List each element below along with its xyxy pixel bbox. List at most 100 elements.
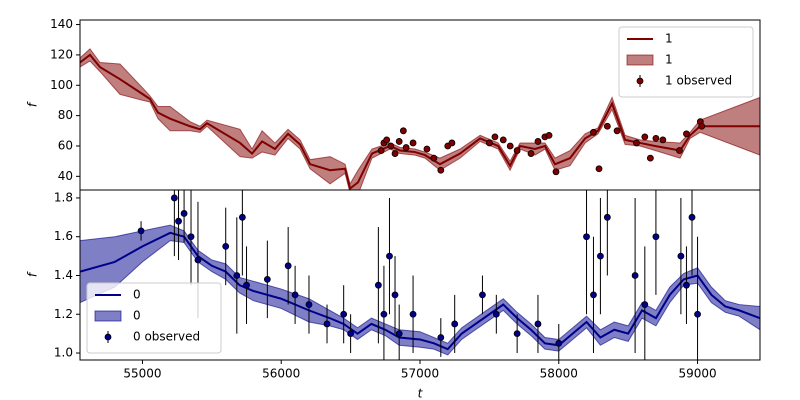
- legend-label: 1: [665, 53, 673, 67]
- observed-point: [641, 301, 649, 308]
- legend-patch: [626, 54, 654, 66]
- x-tick-label: 55000: [123, 367, 161, 381]
- legend-label: 1 observed: [665, 74, 732, 88]
- observed-point: [595, 165, 603, 173]
- observed-point: [613, 127, 621, 135]
- y-tick-label: 60: [58, 138, 73, 152]
- observed-point: [506, 142, 514, 150]
- observed-point: [291, 291, 299, 299]
- y-tick-label: 100: [50, 78, 73, 92]
- observed-point: [491, 133, 499, 141]
- y-axis-label: f: [26, 271, 40, 277]
- observed-point: [430, 154, 438, 162]
- plot-area: [80, 190, 760, 360]
- legend-label: 0: [133, 288, 141, 302]
- x-tick-label: 56000: [262, 367, 300, 381]
- observed-point: [513, 330, 521, 338]
- observed-point: [694, 310, 701, 318]
- observed-point: [402, 144, 410, 151]
- y-tick-label: 120: [50, 47, 73, 61]
- y-tick-label: 40: [58, 169, 73, 183]
- observed-point: [552, 168, 560, 176]
- y-tick-label: 1.6: [54, 229, 73, 243]
- observed-point: [395, 138, 403, 145]
- legend-patch: [94, 310, 122, 322]
- observed-point: [527, 150, 535, 157]
- observed-point: [479, 291, 486, 299]
- observed-point: [683, 130, 690, 138]
- observed-point: [170, 194, 178, 202]
- observed-point: [545, 131, 553, 139]
- observed-point: [583, 233, 590, 241]
- legend-marker: [636, 77, 644, 85]
- observed-point: [652, 134, 660, 142]
- observed-point: [683, 281, 690, 289]
- observed-point: [409, 139, 417, 147]
- observed-point: [698, 122, 706, 130]
- observed-point: [597, 252, 604, 260]
- observed-point: [646, 154, 654, 162]
- legend-marker: [104, 333, 112, 341]
- y-axis-label: f: [26, 101, 40, 107]
- observed-point: [603, 213, 611, 221]
- observed-point: [437, 334, 445, 341]
- observed-point: [137, 227, 145, 235]
- observed-point: [485, 139, 493, 147]
- legend-label: 1: [665, 32, 673, 46]
- observed-point: [409, 310, 417, 318]
- observed-point: [391, 150, 399, 157]
- observed-point: [386, 252, 393, 260]
- observed-point: [391, 291, 399, 299]
- observed-point: [340, 310, 348, 318]
- observed-point: [180, 210, 188, 217]
- observed-point: [243, 281, 250, 289]
- x-tick-label: 58000: [540, 367, 578, 381]
- confidence-band: [80, 48, 760, 190]
- y-tick-label: 1.8: [54, 190, 73, 204]
- observed-point: [555, 339, 563, 347]
- observed-point: [323, 320, 331, 328]
- observed-point: [631, 272, 639, 279]
- observed-point: [383, 136, 391, 144]
- observed-point: [590, 128, 597, 136]
- observed-point: [603, 122, 611, 130]
- observed-point: [534, 320, 542, 328]
- observed-point: [305, 301, 313, 308]
- observed-point: [233, 272, 241, 279]
- y-tick-label: 140: [50, 17, 73, 31]
- observed-point: [187, 233, 195, 241]
- observed-point: [263, 275, 271, 283]
- y-tick-label: 1.4: [54, 268, 73, 282]
- x-tick-label: 57000: [401, 367, 439, 381]
- observed-point: [492, 310, 500, 318]
- observed-point: [380, 310, 388, 318]
- observed-point: [633, 139, 640, 147]
- observed-point: [448, 139, 456, 147]
- observed-point: [590, 291, 597, 299]
- observed-point: [652, 233, 660, 241]
- y-tick-label: 1.0: [54, 346, 73, 360]
- observed-point: [238, 213, 246, 221]
- observed-point: [423, 145, 431, 153]
- legend-box: [618, 26, 754, 98]
- y-tick-label: 1.2: [54, 307, 73, 321]
- observed-point: [659, 136, 667, 144]
- observed-point: [374, 281, 382, 289]
- observed-point: [676, 147, 683, 154]
- observed-point: [499, 136, 507, 144]
- plot-area: [80, 48, 760, 190]
- observed-point: [347, 330, 355, 338]
- observed-point: [387, 142, 395, 150]
- legend-label: 0 observed: [133, 330, 200, 344]
- observed-point: [222, 243, 230, 250]
- observed-point: [175, 217, 182, 225]
- observed-point: [437, 166, 445, 174]
- y-tick-label: 80: [58, 108, 73, 122]
- observed-point: [534, 138, 542, 145]
- observed-point: [688, 213, 696, 221]
- legend-box: [86, 282, 222, 354]
- x-axis-label: t: [418, 387, 424, 400]
- legend-label: 0: [133, 309, 141, 323]
- observed-point: [194, 256, 202, 264]
